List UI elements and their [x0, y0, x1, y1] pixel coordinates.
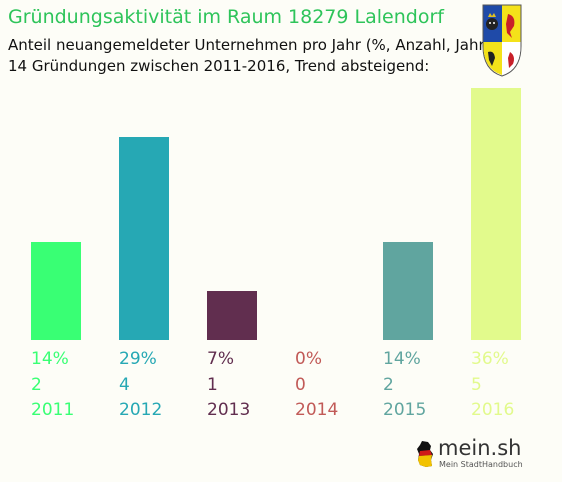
count-label-2011: 2 — [31, 375, 42, 395]
value-label-2016: 36% — [471, 349, 509, 369]
chart-subtitle-line-1: Anteil neuangemeldeter Unternehmen pro J… — [8, 36, 491, 54]
year-label-2014: 2014 — [295, 400, 338, 420]
count-label-2015: 2 — [383, 375, 394, 395]
bar-2012 — [119, 137, 169, 340]
germany-map-icon — [417, 441, 433, 467]
count-label-2013: 1 — [207, 375, 218, 395]
mein-sh-logo: mein.sh Mein StadtHandbuch — [412, 436, 532, 474]
value-label-2011: 14% — [31, 349, 69, 369]
value-label-2012: 29% — [119, 349, 157, 369]
value-label-2014: 0% — [295, 349, 322, 369]
value-label-2013: 7% — [207, 349, 234, 369]
year-label-2013: 2013 — [207, 400, 250, 420]
coat-of-arms-icon — [482, 4, 522, 77]
chart-title: Gründungsaktivität im Raum 18279 Lalendo… — [8, 6, 444, 28]
logo-name: mein.sh — [438, 436, 522, 460]
count-label-2014: 0 — [295, 375, 306, 395]
year-label-2011: 2011 — [31, 400, 74, 420]
year-label-2012: 2012 — [119, 400, 162, 420]
bar-2016 — [471, 88, 521, 340]
bar-2013 — [207, 291, 257, 340]
value-label-2015: 14% — [383, 349, 421, 369]
chart-subtitle-line-2: 14 Gründungen zwischen 2011-2016, Trend … — [8, 57, 430, 75]
bar-2011 — [31, 242, 81, 340]
count-label-2012: 4 — [119, 375, 130, 395]
year-label-2016: 2016 — [471, 400, 514, 420]
count-label-2016: 5 — [471, 375, 482, 395]
logo-tagline: Mein StadtHandbuch — [439, 460, 523, 469]
year-label-2015: 2015 — [383, 400, 426, 420]
bar-2015 — [383, 242, 433, 340]
